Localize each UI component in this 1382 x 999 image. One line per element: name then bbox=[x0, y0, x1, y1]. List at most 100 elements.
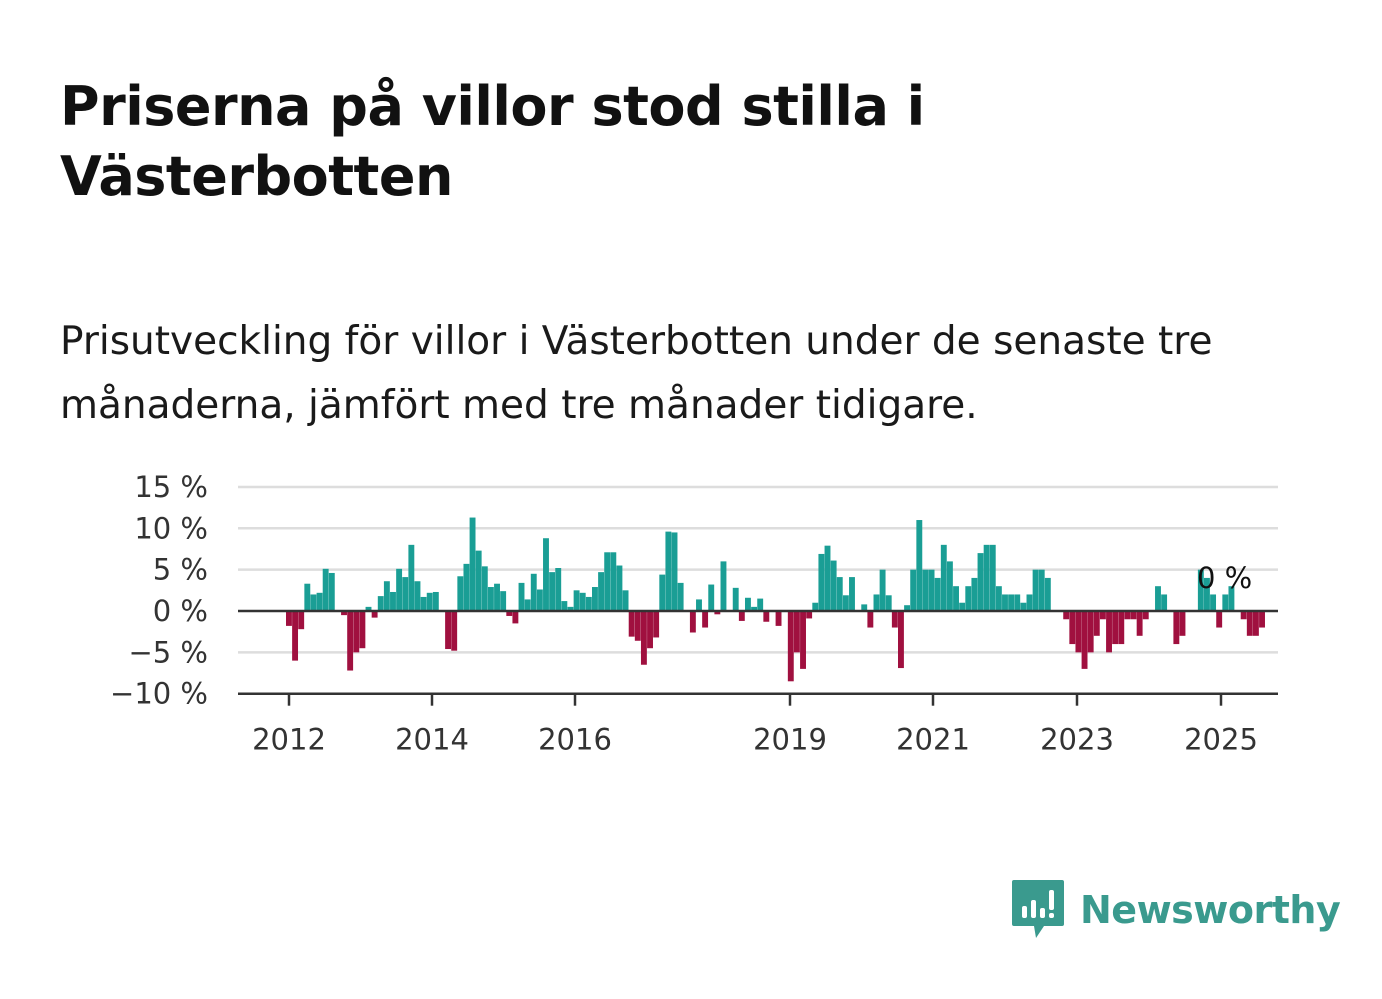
bar bbox=[763, 611, 770, 622]
bar bbox=[1099, 611, 1106, 620]
bar bbox=[1240, 611, 1247, 620]
bar bbox=[1106, 611, 1112, 653]
bar bbox=[328, 572, 335, 611]
bar bbox=[1173, 611, 1180, 645]
bar bbox=[1002, 594, 1008, 611]
brand-name: Newsworthy bbox=[1080, 888, 1341, 932]
chart-subtitle: Prisutveckling för villor i Västerbotten… bbox=[60, 319, 1213, 428]
bar bbox=[322, 568, 329, 611]
y-tick-label: −10 % bbox=[110, 677, 208, 711]
bar bbox=[1026, 594, 1033, 611]
bar bbox=[867, 611, 874, 628]
bar bbox=[965, 586, 972, 611]
bar bbox=[457, 576, 464, 611]
bar bbox=[1032, 569, 1039, 611]
bar bbox=[420, 596, 427, 611]
bar bbox=[995, 586, 1002, 611]
bar bbox=[573, 590, 580, 611]
bar bbox=[910, 569, 917, 611]
bar bbox=[1246, 611, 1253, 636]
bar bbox=[1210, 594, 1217, 611]
bar bbox=[512, 611, 519, 624]
bar bbox=[310, 594, 317, 611]
last-value-label: 0 % bbox=[1197, 561, 1252, 595]
bar bbox=[494, 583, 500, 611]
bar bbox=[824, 545, 831, 611]
bar bbox=[696, 599, 702, 611]
bar bbox=[1020, 602, 1027, 611]
bar bbox=[689, 611, 696, 633]
y-tick-label: 5 % bbox=[153, 553, 208, 587]
bar bbox=[1179, 611, 1186, 636]
bar bbox=[1087, 611, 1094, 653]
bar bbox=[353, 611, 360, 653]
bar bbox=[1259, 611, 1265, 628]
bar bbox=[1197, 569, 1204, 611]
bar bbox=[977, 553, 984, 611]
bar bbox=[316, 592, 323, 611]
bar bbox=[598, 572, 605, 611]
bar bbox=[946, 561, 953, 611]
bar bbox=[891, 611, 898, 628]
bar bbox=[708, 584, 715, 611]
bar bbox=[475, 550, 482, 611]
bar bbox=[671, 532, 678, 611]
bar bbox=[1161, 594, 1168, 611]
bar bbox=[1075, 611, 1082, 653]
bar bbox=[408, 544, 415, 611]
bar bbox=[371, 611, 378, 618]
bar bbox=[702, 611, 709, 628]
bar bbox=[1014, 594, 1021, 611]
bar bbox=[518, 582, 525, 611]
bar bbox=[628, 611, 635, 637]
bar bbox=[873, 594, 880, 611]
bar bbox=[1252, 611, 1259, 636]
bar bbox=[604, 552, 611, 611]
bar bbox=[1228, 586, 1235, 611]
bar bbox=[647, 611, 653, 649]
bar bbox=[1130, 611, 1137, 620]
bar bbox=[757, 598, 764, 611]
bar bbox=[579, 592, 586, 611]
bar-series bbox=[286, 517, 1265, 682]
bar bbox=[543, 538, 549, 611]
bar bbox=[775, 611, 782, 626]
x-tick-label: 2016 bbox=[538, 723, 612, 757]
bar bbox=[898, 611, 904, 669]
bar bbox=[922, 569, 929, 611]
bar bbox=[555, 568, 562, 611]
bar bbox=[530, 573, 537, 611]
bar bbox=[1008, 594, 1015, 611]
bar bbox=[592, 587, 598, 611]
bar bbox=[390, 591, 396, 611]
bar bbox=[396, 568, 403, 611]
bar bbox=[665, 531, 672, 611]
bar bbox=[451, 611, 458, 651]
bar bbox=[567, 606, 574, 611]
x-tick-label: 2021 bbox=[896, 723, 970, 757]
bar bbox=[983, 544, 990, 611]
axes bbox=[238, 609, 1278, 695]
bar bbox=[677, 582, 684, 611]
bar bbox=[861, 604, 868, 611]
newsworthy-logo-icon bbox=[1012, 880, 1064, 938]
bar bbox=[1155, 586, 1161, 611]
y-axis-ticks: 15 % 10 % 5 % 0 % −5 % −10 % bbox=[110, 470, 208, 711]
bar bbox=[751, 606, 758, 611]
y-tick-label: 15 % bbox=[134, 470, 208, 504]
bar bbox=[1222, 594, 1229, 611]
bar bbox=[481, 566, 488, 611]
bar bbox=[1063, 611, 1070, 620]
bar bbox=[738, 611, 745, 621]
bar bbox=[879, 569, 886, 611]
bar bbox=[500, 591, 507, 611]
bar bbox=[298, 611, 305, 630]
chart-title: Priserna på villor stod stilla i Västerb… bbox=[60, 75, 925, 208]
bar bbox=[971, 577, 978, 611]
bar bbox=[304, 583, 311, 611]
bar bbox=[1044, 577, 1051, 611]
bar bbox=[1081, 611, 1088, 669]
bar bbox=[714, 611, 721, 615]
x-tick-label: 2014 bbox=[395, 723, 469, 757]
bar bbox=[1216, 611, 1223, 628]
